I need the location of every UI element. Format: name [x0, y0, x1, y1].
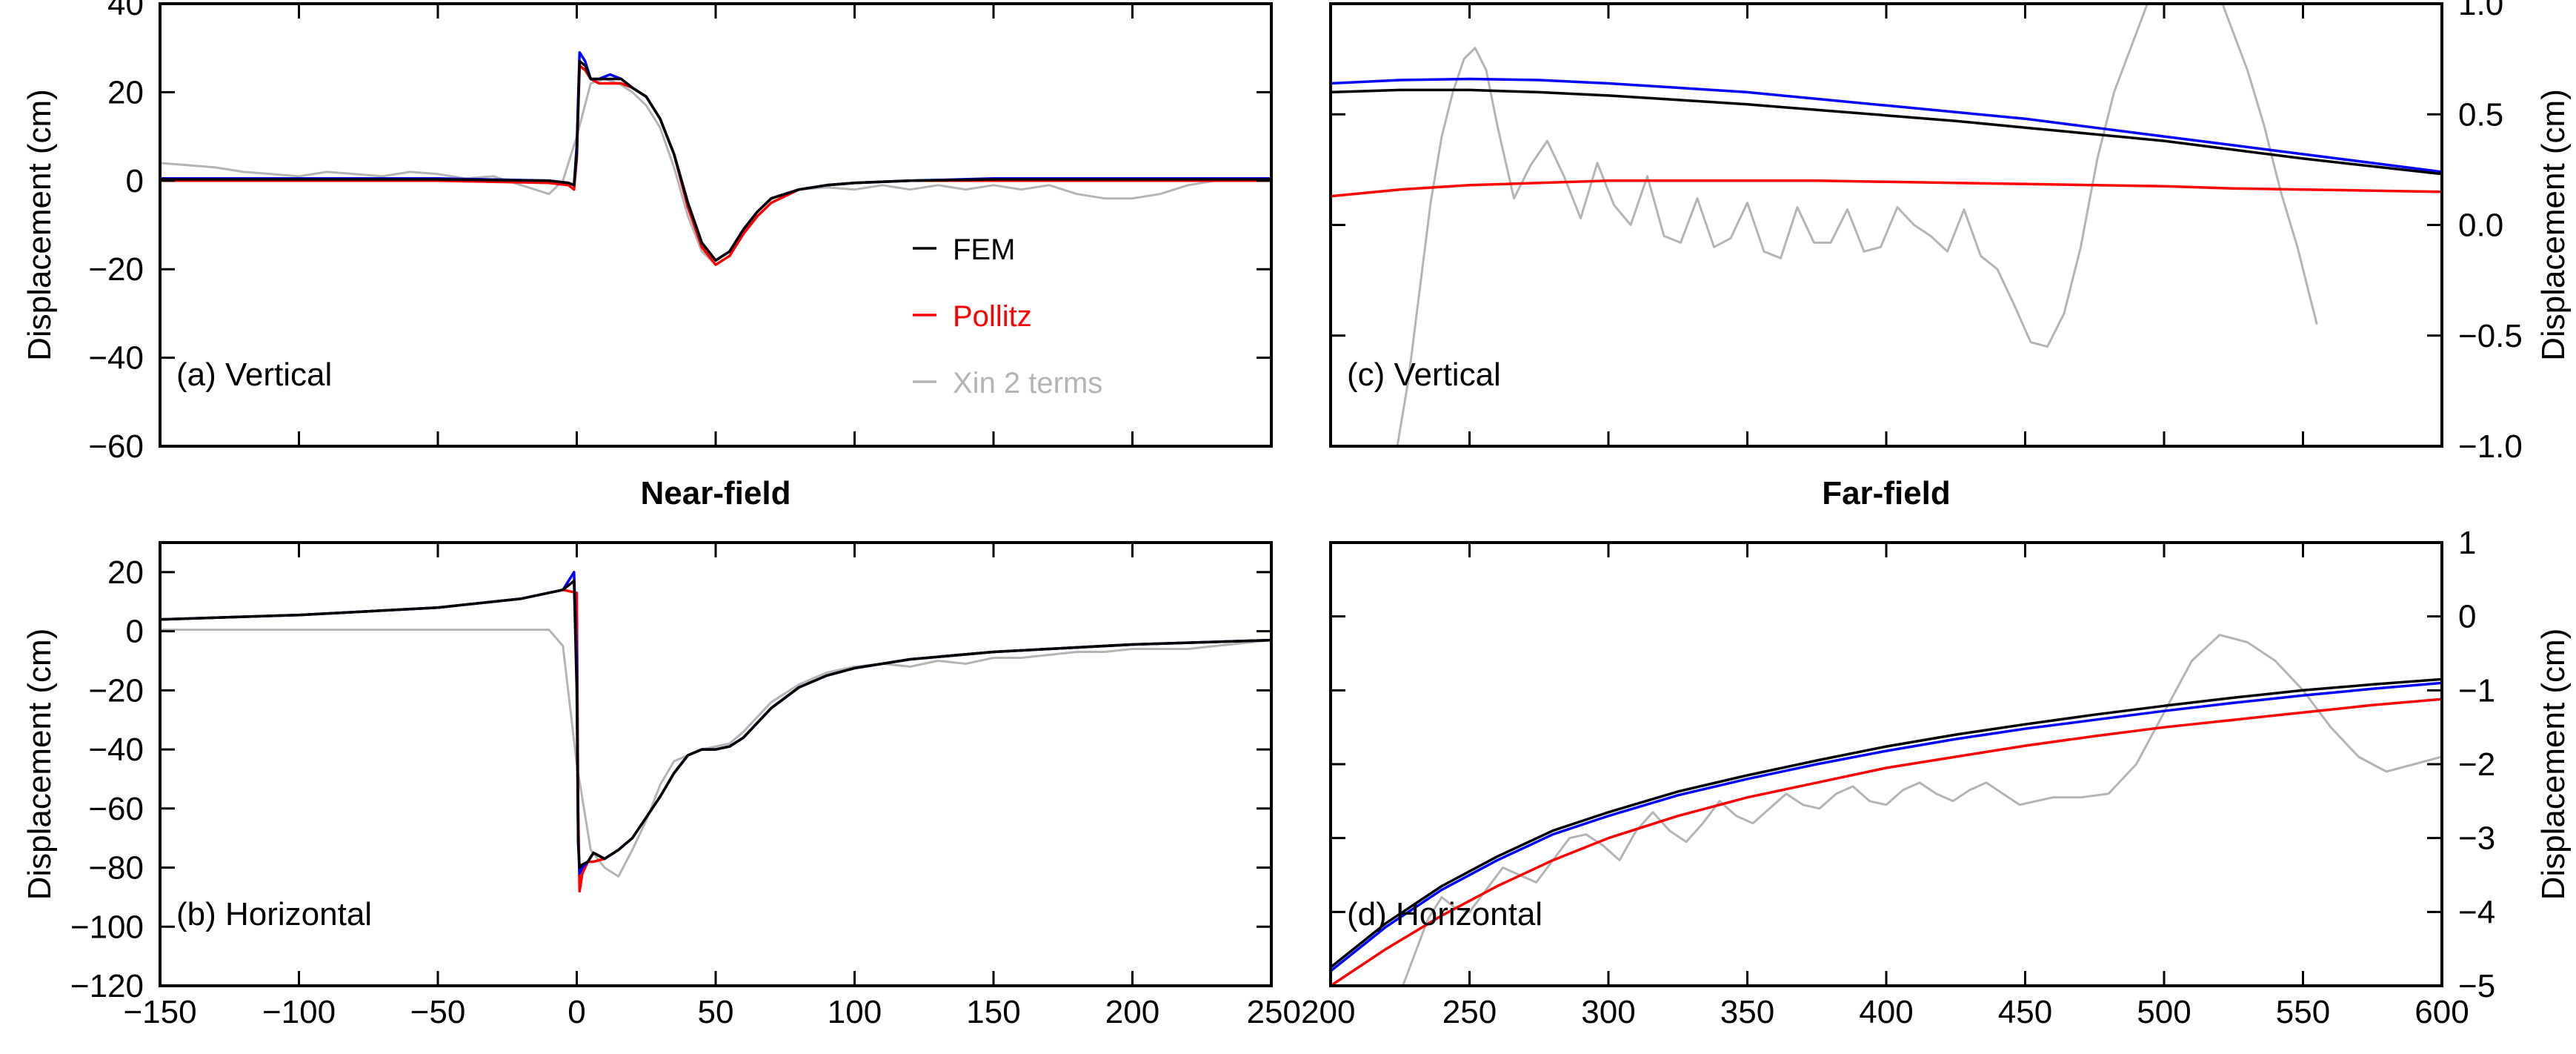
panel-label: (d) Horizontal	[1347, 896, 1542, 932]
x-tick-label: 600	[2414, 994, 2469, 1030]
y-tick-label: 0	[2458, 599, 2476, 635]
y-tick-label: −40	[88, 340, 144, 377]
x-tick-label: 500	[2137, 994, 2191, 1030]
series-line-xin-2-terms	[1396, 4, 2318, 446]
panel-b: −150 −100 −50 0 50 100 150 200 250−120−100−80−60…	[21, 541, 1301, 1030]
y-tick-label: −60	[88, 428, 144, 465]
legend: FEM Pollitz Xin 2 terms	[913, 233, 1102, 400]
series-line-pollitz	[1331, 179, 2442, 198]
x-tick-label: 200	[1105, 994, 1159, 1030]
panel-label: (a) Vertical	[176, 357, 332, 393]
y-axis-label: Displacement (cm)	[21, 89, 58, 361]
x-tick-label: 50	[698, 994, 734, 1030]
y-tick-label: −5	[2458, 968, 2495, 1004]
y-tick-label: 0	[126, 614, 144, 650]
legend-label: Pollitz	[953, 300, 1032, 333]
y-tick-label: −4	[2458, 894, 2495, 930]
y-tick-label: −60	[88, 791, 144, 827]
x-tick-label: 100	[828, 994, 882, 1030]
series-line-fem	[160, 59, 1271, 262]
series-group	[160, 50, 1271, 266]
y-tick-label: −1	[2458, 672, 2495, 709]
y-tick-label: −20	[88, 251, 144, 288]
x-tick-label: 450	[1998, 994, 2052, 1030]
legend-item: Pollitz	[913, 300, 1032, 333]
legend-label: Xin 2 terms	[953, 367, 1102, 400]
panel-label: (c) Vertical	[1347, 357, 1501, 393]
y-tick-label: 20	[107, 554, 144, 591]
x-tick-label: 300	[1581, 994, 1635, 1030]
series-line-fem	[1331, 88, 2442, 176]
series-line-fem	[1331, 677, 2442, 969]
series-line-xin-2-terms	[160, 78, 1271, 266]
panel-label: (b) Horizontal	[176, 896, 372, 932]
x-tick-label: 550	[2276, 994, 2330, 1030]
x-tick-label: −100	[262, 994, 336, 1030]
x-tick-label: 400	[1859, 994, 1913, 1030]
y-tick-label: 20	[107, 74, 144, 110]
x-tick-label: 250	[1442, 994, 1497, 1030]
y-tick-label: 40	[107, 0, 144, 22]
y-tick-label: 0.5	[2458, 96, 2503, 133]
legend-item: Xin 2 terms	[913, 367, 1102, 400]
x-tick-label: −150	[123, 994, 196, 1030]
legend-label: FEM	[953, 233, 1015, 266]
y-axis-label: Displacement (cm)	[21, 629, 58, 901]
x-tick-label: 0	[568, 994, 585, 1030]
y-tick-label: −100	[70, 909, 144, 945]
y-tick-label: −20	[88, 672, 144, 709]
series-line-pollitz	[1331, 697, 2442, 986]
x-tick-label: 150	[966, 994, 1020, 1030]
y-axis-label: Displacement (cm)	[2535, 89, 2572, 361]
y-tick-label: 0	[126, 163, 144, 199]
y-tick-label: −3	[2458, 821, 2495, 857]
series-group	[1331, 634, 2442, 986]
y-axis-label: Displacement (cm)	[2535, 629, 2572, 901]
near-field-title: Near-field	[641, 475, 791, 511]
x-tick-label: 200	[1301, 994, 1355, 1030]
y-tick-label: −2	[2458, 746, 2495, 783]
panel-c: −1.0 −0.5 0.0 0.5 1.0 Displacement (cm) (c) Ve…	[1329, 0, 2572, 465]
y-tick-label: 1	[2458, 525, 2476, 561]
far-field-title: Far-field	[1822, 475, 1951, 511]
series-line-xin-2-terms	[1402, 634, 2442, 986]
panel-d: 200 250 300 350 400 450 500 550 600−5 −4 −3 −2 −1 0 1 D…	[1301, 525, 2572, 1030]
y-tick-label: 1.0	[2458, 0, 2503, 22]
legend-item: FEM	[913, 233, 1015, 266]
y-tick-label: 0.0	[2458, 208, 2503, 244]
y-tick-label: −0.5	[2458, 318, 2523, 354]
series-group	[160, 571, 1271, 893]
y-tick-label: −80	[88, 850, 144, 886]
panel-a: −60 −40 −20 0 20 40 Displacement (cm) (a) Verti…	[21, 0, 1273, 465]
y-tick-label: −120	[70, 968, 144, 1004]
series-line-fem	[160, 580, 1271, 869]
series-line-unlabeled	[1331, 77, 2442, 173]
series-line-unlabeled	[1331, 681, 2442, 972]
x-tick-label: 250	[1247, 994, 1301, 1030]
series-group	[1331, 4, 2442, 446]
x-tick-label: −50	[410, 994, 466, 1030]
y-tick-label: −40	[88, 732, 144, 768]
y-tick-label: −1.0	[2458, 428, 2523, 465]
x-tick-label: 350	[1720, 994, 1774, 1030]
